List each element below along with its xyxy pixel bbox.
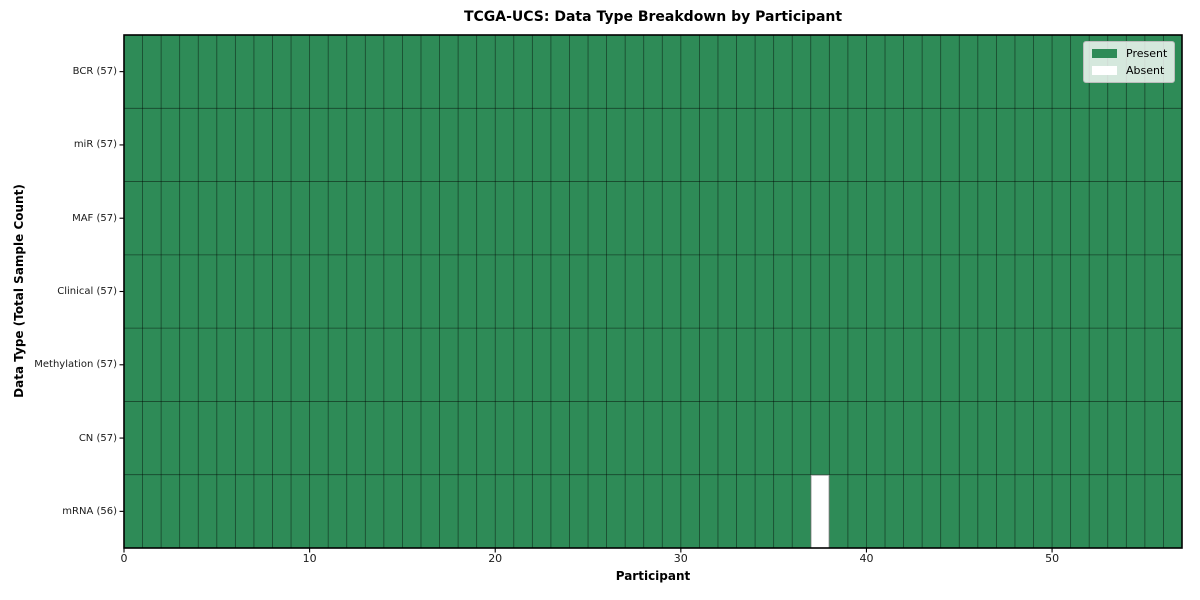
x-tick-label: 50 — [1045, 552, 1060, 565]
chart-title: TCGA-UCS: Data Type Breakdown by Partici… — [463, 9, 843, 25]
x-tick-label: 40 — [859, 552, 874, 565]
x-axis-label: Participant — [615, 569, 691, 583]
legend-swatch-present — [1092, 49, 1117, 58]
legend: Present Absent — [1083, 41, 1175, 83]
y-tick-label: Clinical (57) — [57, 286, 117, 297]
legend-label-present: Present — [1126, 47, 1168, 60]
x-tick-label: 0 — [120, 552, 128, 565]
x-tick-label: 20 — [488, 552, 503, 565]
y-tick-label: CN (57) — [78, 432, 117, 444]
x-tick-label: 30 — [673, 552, 688, 565]
legend-item-present: Present — [1092, 47, 1168, 60]
legend-item-absent: Absent — [1092, 64, 1166, 77]
x-tick-label: 10 — [302, 552, 317, 565]
axis-tick-marks — [119, 71, 1053, 553]
y-tick-label: MAF (57) — [72, 212, 117, 224]
heatmap-present-area — [124, 35, 1182, 548]
y-tick-label: Methylation (57) — [34, 359, 117, 371]
y-tick-label: mRNA (56) — [62, 505, 117, 517]
cell-grid-lines — [124, 35, 1182, 548]
legend-label-absent: Absent — [1126, 64, 1165, 77]
legend-swatch-absent — [1092, 66, 1117, 75]
y-tick-label: BCR (57) — [72, 66, 117, 78]
absent-cell — [810, 474, 830, 549]
y-tick-label: miR (57) — [73, 139, 117, 151]
